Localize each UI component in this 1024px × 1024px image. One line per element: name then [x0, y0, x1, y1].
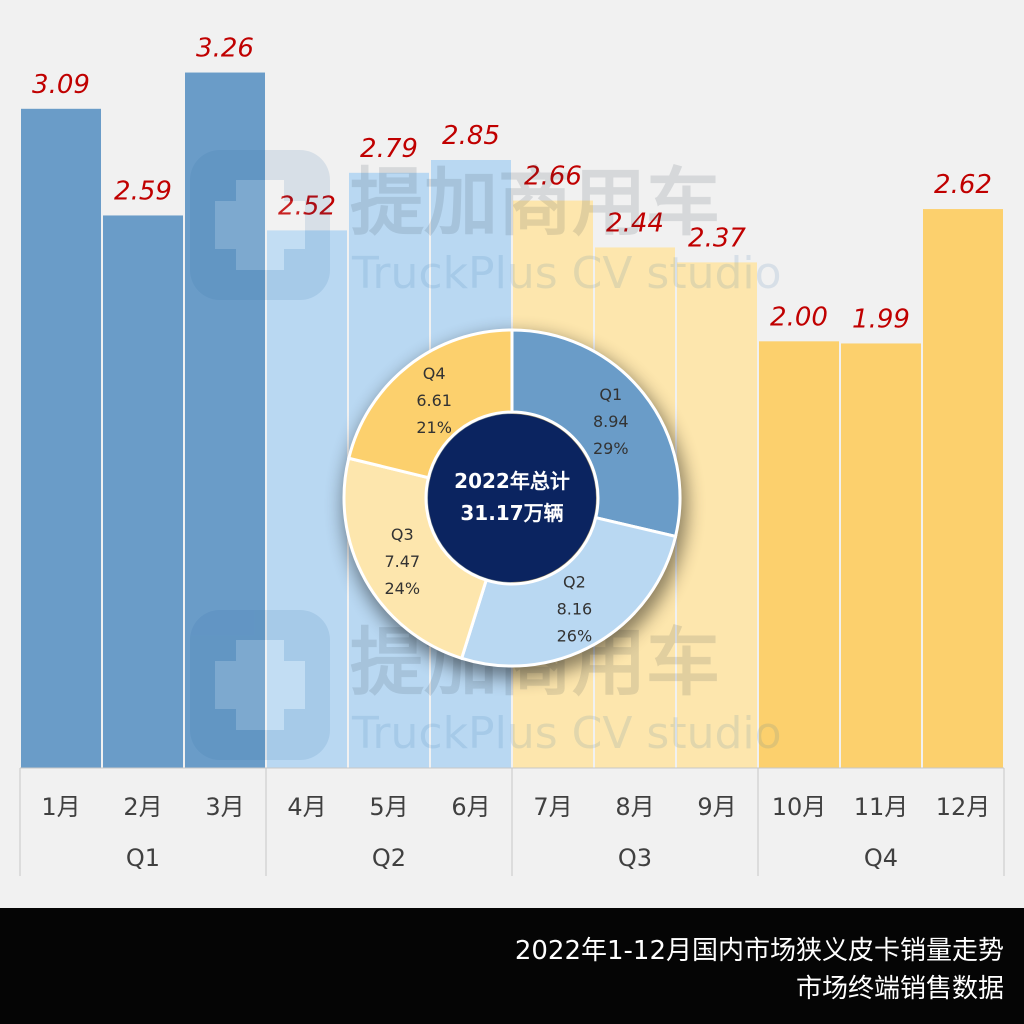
x-tick-label: 4月 — [287, 793, 326, 821]
x-tick-label: 6月 — [451, 793, 490, 821]
donut-slice-label: Q3 — [391, 525, 414, 544]
watermark-logo-cross-h — [215, 661, 305, 709]
quarter-label: Q2 — [372, 844, 406, 872]
bar-value-label: 2.37 — [688, 223, 746, 253]
bar-4月 — [267, 230, 347, 768]
quarter-label: Q1 — [126, 844, 160, 872]
x-tick-label: 12月 — [936, 793, 991, 821]
quarter-label: Q4 — [864, 844, 898, 872]
footer-bar: 2022年1-12月国内市场狭义皮卡销量走势 市场终端销售数据 — [0, 908, 1024, 1024]
donut-slice-label: 21% — [416, 418, 452, 437]
x-tick-label: 9月 — [697, 793, 736, 821]
donut-slice-label: Q4 — [423, 364, 446, 383]
donut-slice-Q2 — [459, 515, 678, 668]
donut-slice-label: 7.47 — [384, 552, 420, 571]
sales-chart: 3.09 2.59 3.26 2.52 2.79 2.85 2.66 2.44 2.37 2.00… — [19, 34, 1005, 876]
bar-value-label: 2.59 — [114, 176, 172, 206]
bar-value-label: 2.85 — [442, 121, 500, 151]
bar-value-label: 1.99 — [852, 304, 910, 334]
donut-slice-label: 26% — [557, 626, 593, 645]
x-tick-label: 1月 — [41, 793, 80, 821]
x-tick-label: 2月 — [123, 793, 162, 821]
bar-12月 — [923, 209, 1003, 769]
donut-slice-label: 29% — [593, 439, 629, 458]
donut-slice-Q4 — [346, 328, 514, 480]
donut-slice-label: Q2 — [563, 572, 586, 591]
bar-value-label: 2.79 — [360, 134, 418, 164]
bar-10月 — [759, 341, 839, 768]
bar-value-label: 2.66 — [524, 162, 582, 192]
bar-9月 — [677, 262, 757, 768]
watermark-logo-cross-v — [236, 640, 284, 730]
chart-title: 2022年1-12月国内市场狭义皮卡销量走势 — [514, 936, 1004, 966]
bar-value-label: 2.00 — [770, 302, 828, 332]
bar-1月 — [21, 108, 101, 769]
donut-slice-label: 24% — [384, 579, 420, 598]
x-tick-label: 3月 — [205, 793, 244, 821]
watermark-logo-icon — [190, 610, 330, 760]
bar-value-label: 2.44 — [606, 208, 664, 238]
watermark-text-en: TruckPlus CV studio — [351, 248, 782, 299]
watermark-text-en: TruckPlus CV studio — [351, 708, 782, 759]
donut-center-title: 2022年总计 — [454, 469, 570, 493]
donut-slice-Q3 — [342, 456, 489, 661]
bar-value-label: 2.52 — [278, 191, 336, 221]
watermark-logo-icon — [190, 150, 330, 300]
donut-center — [428, 414, 596, 582]
donut-slice-Q1 — [510, 328, 682, 539]
chart-subtitle: 市场终端销售数据 — [795, 974, 1004, 1004]
quarter-label: Q3 — [618, 844, 652, 872]
bar-2月 — [103, 215, 183, 768]
watermark-text-cn: 提加商用车 — [350, 160, 720, 246]
donut-chart: Q1 8.94 29% Q2 8.16 26% Q3 7.47 24% Q4 6.61 21% 2022… — [342, 328, 687, 678]
watermark-logo-cross-h — [215, 201, 305, 249]
donut-slice-label: Q1 — [599, 385, 622, 404]
watermark-logo-cross-v — [236, 180, 284, 270]
x-tick-label: 5月 — [369, 793, 408, 821]
x-tick-label: 8月 — [615, 793, 654, 821]
x-tick-label: 11月 — [854, 793, 909, 821]
donut-slice-label: 6.61 — [416, 391, 452, 410]
axis-layer: 1月 2月 3月 4月 5月 6月 7月 8月 9月 10月 11月 12月 Q1 Q2 Q3 Q4 — [19, 767, 1005, 876]
x-tick-label: 7月 — [533, 793, 572, 821]
x-tick-label: 10月 — [772, 793, 827, 821]
bar-value-label: 3.09 — [32, 70, 90, 100]
bar-value-label: 2.62 — [934, 170, 992, 200]
donut-center-total: 31.17万辆 — [460, 501, 563, 525]
bar-value-label: 3.26 — [196, 34, 254, 64]
bar-3月 — [185, 72, 265, 769]
donut-slice-label: 8.94 — [593, 412, 629, 431]
donut-slice-label: 8.16 — [557, 599, 593, 618]
bar-11月 — [841, 343, 921, 768]
